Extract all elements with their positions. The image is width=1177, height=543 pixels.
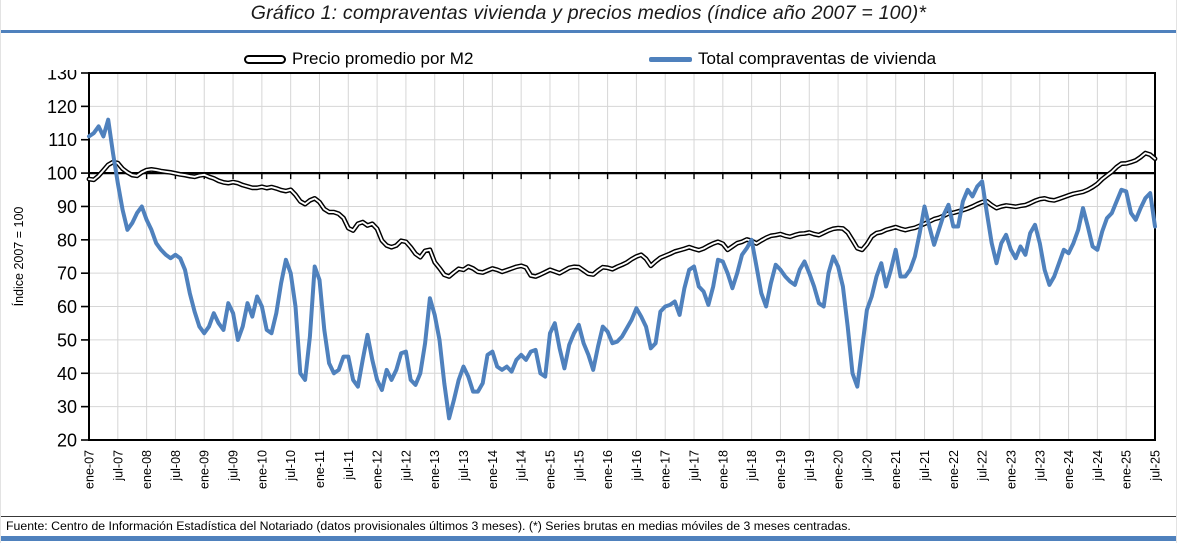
x-tick-label: ene-15 [543,450,557,489]
y-tick-label: 110 [48,130,77,150]
x-tick-label: ene-18 [716,450,730,489]
x-tick-label: jul-10 [284,450,298,482]
x-tick-label: ene-16 [601,450,615,489]
y-tick-label: 120 [47,97,77,117]
x-tick-label: ene-08 [140,450,154,489]
compraventas-legend-marker-icon [649,56,692,62]
compraventas-series-line [87,117,1157,421]
x-tick-label: jul-07 [111,450,125,482]
y-tick-label: 130 [47,70,77,84]
precio-legend-label: Precio promedio por M2 [292,49,474,68]
y-tick-label: 70 [57,264,77,284]
x-tick-label: jul-14 [515,450,529,482]
x-tick-label: jul-12 [399,450,413,482]
x-tick-label: jul-24 [1091,450,1105,482]
x-tick-label: jul-21 [918,450,932,482]
x-tick-label: jul-18 [745,450,759,482]
footer-divider [1,516,1176,517]
y-tick-label: 30 [57,397,77,417]
x-tick-label: ene-19 [774,450,788,489]
x-tick-label: ene-22 [947,450,961,489]
y-tick-label: 40 [57,364,77,384]
y-tick-label: 100 [47,164,77,184]
plot-border [88,72,1156,441]
x-tick-label: ene-10 [255,450,269,489]
y-tick-label: 60 [57,297,77,317]
plot-area: 20 30 40 50 60 70 80 90 100 110 120 130 ene-07 jul-07… [11,70,1163,489]
x-tick-label: jul-09 [227,450,241,482]
x-tick-label: jul-20 [860,450,874,482]
x-tick-label: ene-12 [371,450,385,489]
x-tick-label: ene-13 [428,450,442,489]
x-tick-label: jul-17 [688,450,702,482]
bottom-accent-bar [1,536,1176,541]
x-tick-label: ene-09 [198,450,212,489]
source-note: Fuente: Centro de Información Estadístic… [6,519,851,533]
x-tick-label: ene-07 [83,450,97,489]
title-divider [1,30,1176,33]
x-tick-label: ene-25 [1120,450,1134,489]
y-tick-label: 90 [57,197,77,217]
precio-legend-marker-icon [244,54,286,64]
x-tick-label: jul-11 [342,450,356,481]
x-tick-label: ene-24 [1062,450,1076,489]
x-tick-label: ene-23 [1004,450,1018,489]
x-tick-label: jul-16 [630,450,644,482]
x-tick-label: ene-20 [832,450,846,489]
x-tick-label: jul-19 [803,450,817,482]
y-tick-label: 50 [57,330,77,350]
x-tick-label: jul-25 [1149,450,1163,482]
y-axis-title: Índice 2007 = 100 [11,207,26,307]
x-tick-label: jul-15 [572,450,586,482]
y-tick-label: 80 [57,230,77,250]
x-tick-label: ene-14 [486,450,500,489]
x-tick-label: jul-23 [1033,450,1047,482]
y-tick-label: 20 [57,431,77,451]
x-tick-label: ene-11 [313,450,327,488]
compraventas-legend-label: Total compraventas de vivienda [698,49,937,68]
legend-item-precio: Precio promedio por M2 [244,49,473,69]
x-tick-label: jul-22 [976,450,990,482]
x-tick-label: ene-17 [659,450,673,489]
x-tick-label: jul-13 [457,450,471,482]
legend-item-compraventas: Total compraventas de vivienda [649,49,936,69]
x-tick-label: ene-21 [889,450,903,489]
chart-title: Gráfico 1: compraventas vivienda y preci… [250,2,927,24]
x-tick-label: jul-08 [169,450,183,482]
precio-series-line-core [88,152,1156,278]
